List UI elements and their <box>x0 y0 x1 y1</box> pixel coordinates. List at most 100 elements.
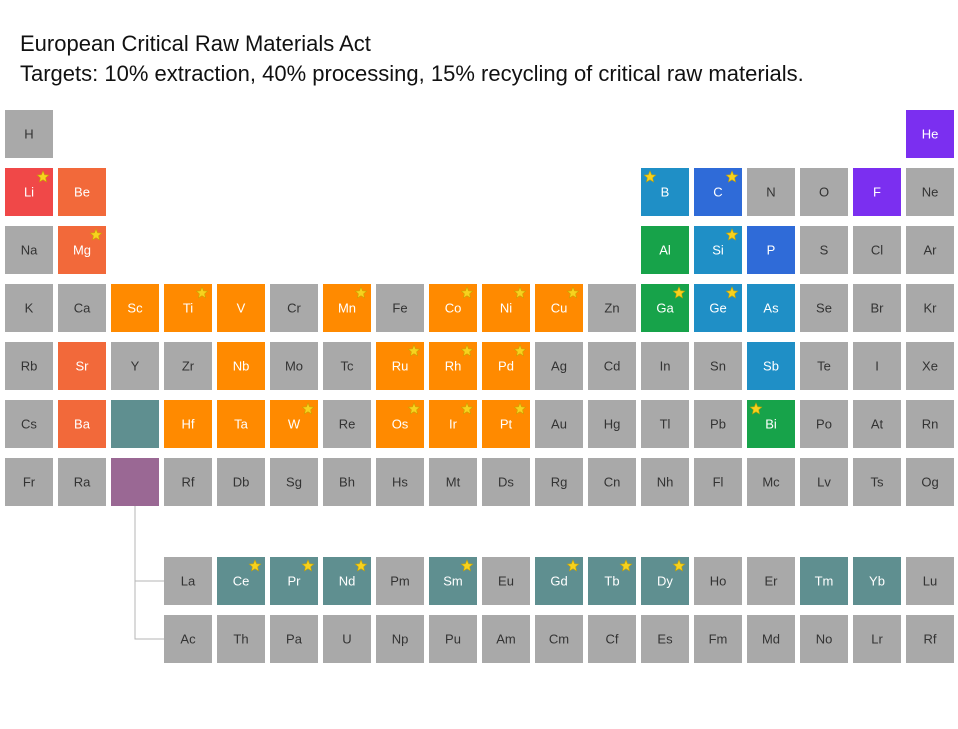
element-symbol: Po <box>816 416 832 431</box>
element-cell <box>906 110 954 158</box>
star-icon <box>460 402 474 415</box>
element-cell <box>588 400 636 448</box>
element-symbol: Sg <box>286 474 302 489</box>
element-symbol: Er <box>765 573 779 588</box>
element-symbol: Co <box>445 300 462 315</box>
element-symbol: O <box>819 184 829 199</box>
star-icon <box>643 170 657 183</box>
element-cell <box>164 342 212 390</box>
star-icon <box>248 559 262 572</box>
element-symbol: Hs <box>392 474 408 489</box>
element-symbol: Eu <box>498 573 514 588</box>
element-symbol: Pb <box>710 416 726 431</box>
element-cell <box>111 400 159 448</box>
element-symbol: U <box>342 631 351 646</box>
element-symbol: Fm <box>709 631 728 646</box>
element-cell <box>376 557 424 605</box>
element-symbol: Bh <box>339 474 355 489</box>
element-symbol: Og <box>921 474 938 489</box>
element-cell <box>694 342 742 390</box>
element-cell <box>641 226 689 274</box>
element-cell <box>588 615 636 663</box>
element-symbol: Pm <box>390 573 410 588</box>
element-cell <box>217 284 265 332</box>
element-cell <box>429 615 477 663</box>
element-cell <box>694 557 742 605</box>
element-symbol: Hg <box>604 416 621 431</box>
element-symbol: Ra <box>74 474 91 489</box>
element-symbol: Bi <box>765 416 777 431</box>
element-cell <box>853 458 901 506</box>
element-symbol: Md <box>762 631 780 646</box>
element-symbol: I <box>875 358 879 373</box>
element-symbol: Dy <box>657 573 673 588</box>
element-symbol: Db <box>233 474 250 489</box>
star-icon <box>725 286 739 299</box>
element-cell <box>853 284 901 332</box>
element-symbol: Tb <box>604 573 619 588</box>
element-cell <box>111 458 159 506</box>
element-cell <box>747 615 795 663</box>
element-cell <box>747 458 795 506</box>
star-icon <box>460 559 474 572</box>
element-symbol: Ts <box>871 474 885 489</box>
element-cell <box>270 458 318 506</box>
star-icon <box>36 170 50 183</box>
element-symbol: Ge <box>709 300 726 315</box>
element-cell <box>164 400 212 448</box>
element-symbol: C <box>713 184 722 199</box>
element-symbol: Nh <box>657 474 674 489</box>
element-symbol: Si <box>712 242 724 257</box>
element-symbol: Mn <box>338 300 356 315</box>
element-symbol: Be <box>74 184 90 199</box>
element-cell <box>376 458 424 506</box>
element-cell <box>641 400 689 448</box>
element-symbol: Gd <box>550 573 567 588</box>
element-cell <box>588 342 636 390</box>
element-symbol: Hf <box>182 416 195 431</box>
element-cell <box>429 458 477 506</box>
element-symbol: Sm <box>443 573 463 588</box>
element-cell <box>747 168 795 216</box>
element-symbol: K <box>25 300 34 315</box>
star-icon <box>513 286 527 299</box>
element-cell <box>482 615 530 663</box>
star-icon <box>354 286 368 299</box>
element-cell <box>853 557 901 605</box>
element-symbol: As <box>763 300 779 315</box>
element-symbol: Ru <box>392 358 409 373</box>
element-cell <box>58 400 106 448</box>
element-symbol: Cf <box>606 631 619 646</box>
element-cell <box>5 226 53 274</box>
element-cell <box>906 226 954 274</box>
element-symbol: Nd <box>339 573 356 588</box>
element-cell <box>5 342 53 390</box>
element-cell <box>588 284 636 332</box>
element-symbol: H <box>24 126 33 141</box>
element-symbol: Fr <box>23 474 36 489</box>
star-icon <box>513 344 527 357</box>
element-cell <box>800 168 848 216</box>
element-cell <box>800 284 848 332</box>
element-cell <box>906 284 954 332</box>
element-symbol: Ni <box>500 300 512 315</box>
star-icon <box>513 402 527 415</box>
star-icon <box>725 228 739 241</box>
element-cell <box>800 226 848 274</box>
element-symbol: Re <box>339 416 356 431</box>
element-symbol: Zn <box>604 300 619 315</box>
star-icon <box>89 228 103 241</box>
element-symbol: Cu <box>551 300 568 315</box>
element-cell <box>58 342 106 390</box>
element-symbol: Cs <box>21 416 37 431</box>
element-symbol: Na <box>21 242 38 257</box>
element-cell <box>270 284 318 332</box>
star-icon <box>195 286 209 299</box>
element-symbol: Ga <box>656 300 674 315</box>
element-cell <box>482 557 530 605</box>
element-symbol: Sn <box>710 358 726 373</box>
element-symbol: Cr <box>287 300 301 315</box>
element-cell <box>747 226 795 274</box>
